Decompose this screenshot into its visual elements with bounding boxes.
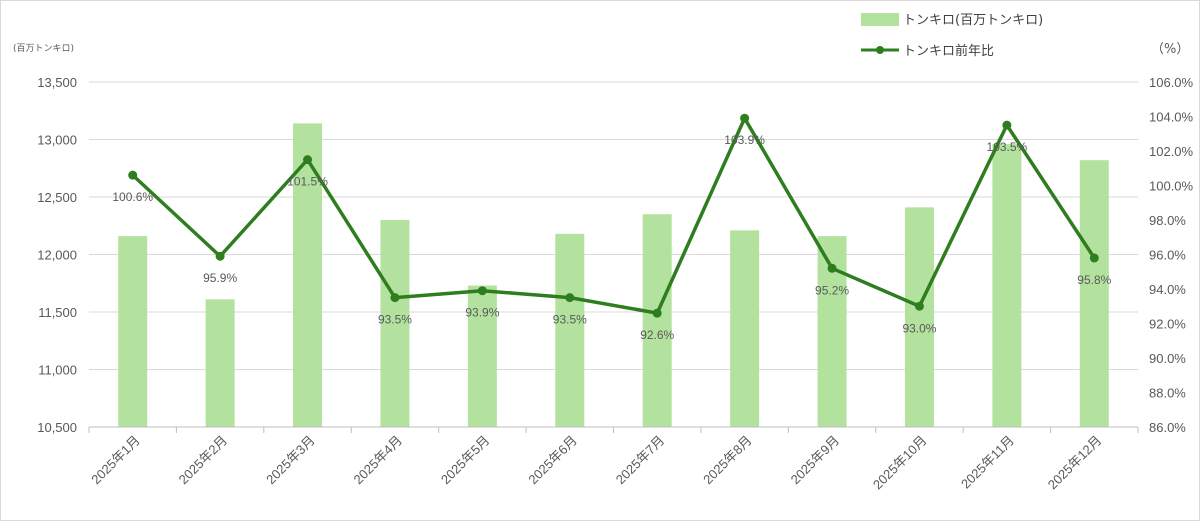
bar <box>992 144 1022 427</box>
line-point <box>390 293 400 303</box>
line-data-label: 95.8% <box>1077 273 1111 287</box>
data-labels: 100.6% 95.9% 101.5% 93.5% 93.9% 93.5% 92.6% 103… <box>112 133 1111 342</box>
left-tick-label: 12,500 <box>37 190 77 205</box>
line-data-label: 92.6% <box>640 328 674 342</box>
right-axis-unit: （%） <box>1151 42 1189 57</box>
bar <box>1079 160 1109 427</box>
x-tick-label: 2025年11月 <box>958 433 1017 492</box>
x-tick-label: 2025年3月 <box>263 433 318 488</box>
gridlines <box>89 81 1138 428</box>
x-tick-label: 2025年1月 <box>88 433 143 488</box>
bar <box>555 233 585 427</box>
line-data-label: 103.9% <box>724 133 765 147</box>
right-tick-label: 98.0% <box>1149 213 1186 228</box>
line-data-label: 93.0% <box>902 321 936 335</box>
legend-bar-label: トンキロ(百万トンキロ) <box>903 13 1043 28</box>
line-point <box>827 263 837 273</box>
left-tick-label: 13,000 <box>37 133 77 148</box>
line-data-label: 101.5% <box>287 175 328 189</box>
bar-series <box>118 123 1109 428</box>
x-tick-label: 2025年6月 <box>525 433 580 488</box>
line-point <box>652 308 662 318</box>
line-point <box>740 113 750 123</box>
line-point <box>1089 253 1099 263</box>
line-data-label: 100.6% <box>112 190 153 204</box>
x-tick-label: 2025年9月 <box>788 433 843 488</box>
x-tick-label: 2025年4月 <box>351 433 406 488</box>
line-data-label: 103.5% <box>987 140 1028 154</box>
bar <box>380 220 410 427</box>
line-data-label: 95.9% <box>203 271 237 285</box>
right-tick-label: 94.0% <box>1149 282 1186 297</box>
legend-line-label: トンキロ前年比 <box>903 43 994 59</box>
right-tick-label: 102.0% <box>1149 144 1194 159</box>
line-point <box>303 155 313 165</box>
bar <box>730 230 760 427</box>
x-tick-label: 2025年12月 <box>1045 433 1105 493</box>
line-data-label: 93.5% <box>553 313 587 327</box>
right-tick-label: 86.0% <box>1149 420 1186 435</box>
bar <box>904 207 934 427</box>
right-tick-label: 90.0% <box>1149 351 1186 366</box>
line-series <box>128 113 1099 318</box>
x-tick-label: 2025年2月 <box>176 433 231 488</box>
right-tick-label: 100.0% <box>1149 179 1194 194</box>
left-tick-label: 13,500 <box>37 75 77 90</box>
line-data-label: 95.2% <box>815 283 849 297</box>
bar <box>642 214 672 427</box>
line-point <box>1002 120 1012 130</box>
right-tick-label: 92.0% <box>1149 317 1186 332</box>
line-point <box>477 286 487 296</box>
line-data-label: 93.5% <box>378 313 412 327</box>
legend-line-marker <box>876 46 884 54</box>
right-tick-label: 96.0% <box>1149 248 1186 263</box>
line-point <box>215 251 225 261</box>
x-tick-label: 2025年8月 <box>700 433 755 488</box>
left-tick-label: 12,000 <box>37 248 77 263</box>
bar <box>205 299 235 427</box>
left-axis-unit: (百万トンキロ) <box>13 43 74 54</box>
x-tick-label: 2025年7月 <box>613 433 668 488</box>
x-tick-label: 2025年10月 <box>870 433 930 493</box>
bar <box>118 236 148 427</box>
right-tick-label: 88.0% <box>1149 386 1186 401</box>
line-point <box>914 301 924 311</box>
line-point <box>128 170 138 180</box>
line-point <box>565 293 575 303</box>
x-tick-label: 2025年5月 <box>438 433 493 488</box>
bar <box>467 285 497 427</box>
legend: トンキロ(百万トンキロ) トンキロ前年比 <box>861 13 1043 59</box>
right-tick-label: 106.0% <box>1149 75 1194 90</box>
left-tick-label: 11,500 <box>38 305 77 320</box>
left-tick-label: 10,500 <box>37 420 77 435</box>
right-tick-label: 104.0% <box>1149 110 1194 125</box>
legend-bar-swatch <box>861 13 899 26</box>
line-data-label: 93.9% <box>465 306 499 320</box>
line-path <box>131 116 1096 315</box>
left-tick-label: 11,000 <box>38 363 77 378</box>
